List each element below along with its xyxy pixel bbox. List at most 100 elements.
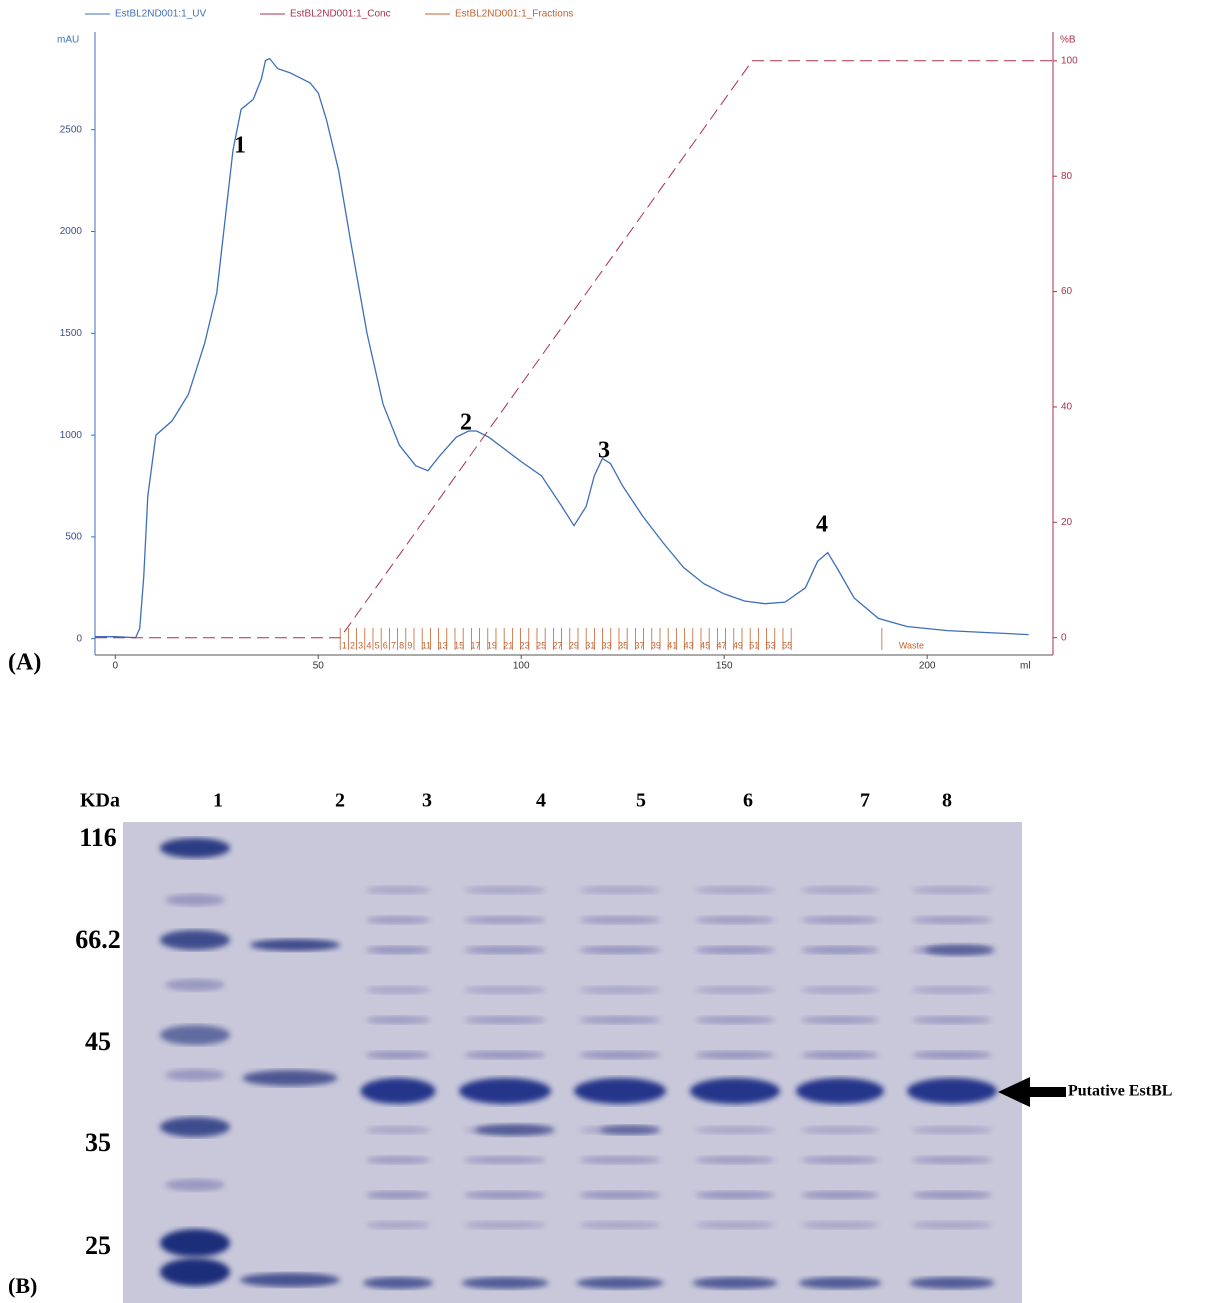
fraction-label: 51	[749, 640, 759, 650]
lane-label: 1	[213, 790, 223, 812]
gel-band	[160, 1025, 230, 1045]
fraction-label: 7	[391, 640, 396, 650]
gel-band	[464, 946, 546, 954]
gel-band	[909, 1277, 995, 1289]
gel-band	[160, 1229, 230, 1257]
fraction-label: 17	[470, 640, 480, 650]
fraction-label: 41	[667, 640, 677, 650]
unit-label: KDa	[80, 790, 120, 812]
gel-band	[907, 1078, 997, 1104]
x-tick-label: 200	[919, 661, 936, 672]
legend-label: EstBL2ND001:1_UV	[115, 9, 206, 20]
fraction-label: 35	[618, 640, 628, 650]
gel-band	[801, 1051, 879, 1059]
gel-band	[801, 886, 879, 894]
x-tick-label: 150	[716, 661, 733, 672]
gel-band	[912, 1191, 992, 1199]
lane-label: 2	[335, 790, 345, 812]
gel-band	[365, 986, 431, 994]
waste-label: Waste	[899, 640, 924, 650]
gel-band	[695, 1191, 775, 1199]
fraction-label: 2	[350, 640, 355, 650]
lane-label: 4	[536, 790, 546, 812]
peak-label: 1	[234, 133, 246, 159]
y2-tick-label: 20	[1061, 517, 1073, 528]
fraction-label: 47	[716, 640, 726, 650]
fraction-label: 31	[585, 640, 595, 650]
gel-band	[365, 1016, 431, 1024]
fraction-label: 37	[634, 640, 644, 650]
peak-label: 4	[816, 512, 828, 538]
fraction-label: 5	[375, 640, 380, 650]
gel-band	[695, 1126, 775, 1134]
y-axis-label: mAU	[57, 35, 79, 46]
gel-band	[801, 946, 879, 954]
gel-band	[692, 1277, 778, 1289]
gel-band	[579, 946, 661, 954]
gel-band	[464, 886, 546, 894]
fraction-label: 25	[536, 640, 546, 650]
gel-band	[912, 886, 992, 894]
peak-label: 2	[460, 410, 472, 436]
gel-band	[695, 916, 775, 924]
gel-band	[363, 1277, 433, 1289]
marker-label: 35	[85, 1128, 111, 1157]
gel-band	[160, 1258, 230, 1286]
gel-band	[464, 1221, 546, 1229]
gel-band	[801, 986, 879, 994]
gel-band	[464, 1051, 546, 1059]
gel-band	[242, 1070, 338, 1086]
gel-band	[365, 1051, 431, 1059]
conc-line	[95, 60, 1053, 639]
gel-band	[365, 886, 431, 894]
gel-band	[579, 886, 661, 894]
fraction-label: 4	[366, 640, 371, 650]
gel-band	[160, 1117, 230, 1137]
gel-band	[796, 1078, 884, 1104]
fraction-label: 1	[342, 640, 347, 650]
fraction-label: 27	[552, 640, 562, 650]
fraction-label: 21	[503, 640, 513, 650]
panel-label: (B)	[8, 1273, 37, 1298]
lane-label: 3	[422, 790, 432, 812]
gel-band	[695, 1051, 775, 1059]
fraction-label: 19	[487, 640, 497, 650]
y-tick-label: 2500	[60, 124, 83, 135]
gel-band	[165, 894, 225, 906]
gel-band	[160, 930, 230, 950]
fraction-label: 11	[422, 640, 431, 650]
gel-band	[240, 1273, 340, 1287]
fraction-label: 29	[569, 640, 579, 650]
gel-band	[360, 1078, 436, 1104]
gel-band	[459, 1078, 551, 1104]
gel-band	[475, 1124, 555, 1136]
legend-label: EstBL2ND001:1_Conc	[290, 9, 391, 20]
y-tick-label: 0	[76, 633, 82, 644]
lane-label: 6	[743, 790, 753, 812]
gel-band	[574, 1078, 666, 1104]
gel-band	[912, 1126, 992, 1134]
y-tick-label: 1500	[60, 328, 83, 339]
gel-band	[912, 916, 992, 924]
gel-band	[365, 1221, 431, 1229]
fraction-label: 6	[383, 640, 388, 650]
y2-tick-label: 60	[1061, 286, 1073, 297]
y2-tick-label: 40	[1061, 402, 1073, 413]
y-tick-label: 1000	[60, 430, 83, 441]
gel-band	[801, 1016, 879, 1024]
gel-band	[365, 916, 431, 924]
gel-band	[690, 1078, 780, 1104]
fraction-label: 33	[602, 640, 612, 650]
fraction-label: 49	[733, 640, 743, 650]
gel-band	[365, 1191, 431, 1199]
fraction-label: 23	[520, 640, 530, 650]
fraction-label: 13	[438, 640, 448, 650]
gel	[160, 838, 997, 1289]
gel-band	[160, 838, 230, 858]
x-tick-label: 0	[113, 661, 119, 672]
fraction-label: 9	[407, 640, 412, 650]
gel-band	[165, 1069, 225, 1081]
legend-label: EstBL2ND001:1_Fractions	[455, 9, 573, 20]
